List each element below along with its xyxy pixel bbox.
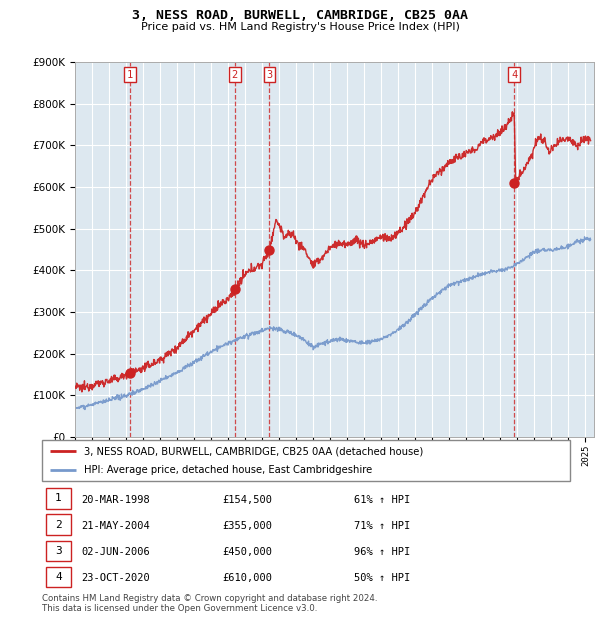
Text: 2: 2 <box>232 69 238 79</box>
Text: 50% ↑ HPI: 50% ↑ HPI <box>354 573 410 583</box>
Text: 2: 2 <box>55 520 62 529</box>
Text: £355,000: £355,000 <box>222 521 272 531</box>
Text: 3, NESS ROAD, BURWELL, CAMBRIDGE, CB25 0AA (detached house): 3, NESS ROAD, BURWELL, CAMBRIDGE, CB25 0… <box>84 446 424 456</box>
Text: 1: 1 <box>55 494 62 503</box>
Text: £450,000: £450,000 <box>222 547 272 557</box>
Text: 3: 3 <box>55 546 62 556</box>
Text: 3: 3 <box>266 69 272 79</box>
Text: Price paid vs. HM Land Registry's House Price Index (HPI): Price paid vs. HM Land Registry's House … <box>140 22 460 32</box>
Text: Contains HM Land Registry data © Crown copyright and database right 2024.
This d: Contains HM Land Registry data © Crown c… <box>42 594 377 613</box>
Text: 71% ↑ HPI: 71% ↑ HPI <box>354 521 410 531</box>
Text: 3, NESS ROAD, BURWELL, CAMBRIDGE, CB25 0AA: 3, NESS ROAD, BURWELL, CAMBRIDGE, CB25 0… <box>132 9 468 22</box>
Text: 1: 1 <box>127 69 133 79</box>
Text: £610,000: £610,000 <box>222 573 272 583</box>
Text: £154,500: £154,500 <box>222 495 272 505</box>
Text: 23-OCT-2020: 23-OCT-2020 <box>81 573 150 583</box>
Text: 02-JUN-2006: 02-JUN-2006 <box>81 547 150 557</box>
Text: 96% ↑ HPI: 96% ↑ HPI <box>354 547 410 557</box>
Text: 20-MAR-1998: 20-MAR-1998 <box>81 495 150 505</box>
Text: HPI: Average price, detached house, East Cambridgeshire: HPI: Average price, detached house, East… <box>84 466 373 476</box>
Text: 61% ↑ HPI: 61% ↑ HPI <box>354 495 410 505</box>
Text: 4: 4 <box>55 572 62 582</box>
Text: 21-MAY-2004: 21-MAY-2004 <box>81 521 150 531</box>
Text: 4: 4 <box>511 69 517 79</box>
